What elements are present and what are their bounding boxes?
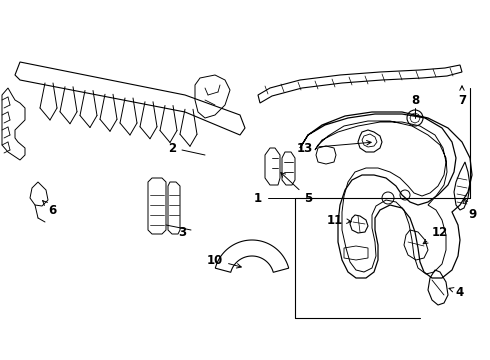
Text: 6: 6 [43,201,56,216]
Text: 2: 2 [168,141,176,154]
Text: 13: 13 [297,140,371,154]
Text: 9: 9 [464,198,476,221]
Text: 10: 10 [207,253,241,268]
Text: 12: 12 [423,225,448,244]
Text: 7: 7 [458,86,466,107]
Text: 4: 4 [449,285,464,298]
Text: 1: 1 [254,192,262,204]
Text: 3: 3 [178,225,186,238]
Text: 11: 11 [327,213,351,226]
Text: 5: 5 [281,173,312,204]
Text: 8: 8 [411,94,419,107]
